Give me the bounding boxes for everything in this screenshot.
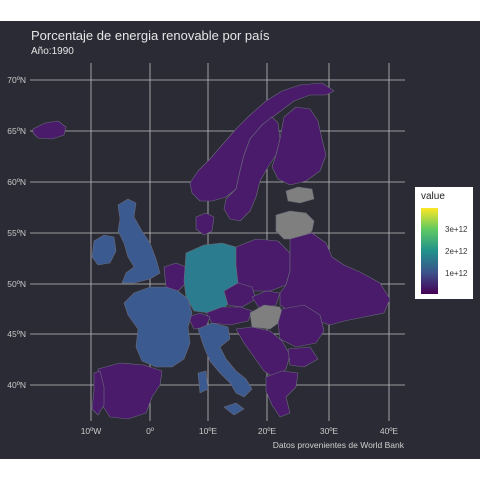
legend-label: 3e+12: [445, 225, 468, 234]
country-switzerland: [187, 312, 211, 330]
lon-label: 20ºE: [257, 426, 277, 436]
country-east: [279, 232, 391, 326]
country-france: [123, 286, 193, 368]
legend-tick: [438, 252, 442, 253]
country-finland: [271, 106, 327, 186]
country-balkans: [235, 326, 291, 380]
country-bulgaria: [287, 346, 319, 368]
country-italy-sicily: [223, 402, 245, 416]
country-spain: [97, 362, 163, 420]
lon-label: 0º: [146, 426, 154, 436]
country-slovakia: [251, 290, 281, 310]
country-benelux: [163, 262, 187, 292]
legend-label: 2e+12: [445, 247, 468, 256]
country-united-kingdom: [117, 198, 161, 284]
lat-label: 55ºN: [7, 228, 26, 238]
country-italy: [197, 322, 253, 398]
lat-label: 65ºN: [7, 126, 26, 136]
map-canvas: [30, 63, 405, 421]
country-romania: [277, 304, 325, 348]
legend-tick: [438, 274, 442, 275]
country-ireland: [91, 234, 117, 266]
data-source-caption: Datos provenientes de World Bank: [272, 440, 404, 450]
country-estonia: [285, 186, 315, 204]
country-austria: [205, 306, 253, 326]
country-poland: [235, 238, 291, 292]
chart-subtitle: Año:1990: [31, 46, 74, 57]
chart-title: Porcentaje de energia renovable por país: [31, 28, 270, 43]
country-denmark: [195, 212, 215, 236]
lat-label: 70ºN: [7, 75, 26, 85]
country-iceland: [32, 120, 67, 140]
lat-label: 45ºN: [7, 329, 26, 339]
lat-label: 40ºN: [7, 380, 26, 390]
lat-label: 60ºN: [7, 177, 26, 187]
lon-label: 30ºE: [319, 426, 339, 436]
legend-label: 1e+12: [445, 269, 468, 278]
country-portugal: [91, 370, 105, 416]
legend-color-bar: [421, 208, 438, 294]
country-norway: [189, 82, 335, 202]
legend-title: value: [421, 191, 445, 202]
lat-label: 50ºN: [7, 279, 26, 289]
lon-label: 40ºE: [379, 426, 399, 436]
country-greece: [265, 370, 299, 418]
country-italy-sardinia: [197, 370, 209, 394]
lon-label: 10ºW: [80, 426, 102, 436]
country-baltics: [275, 210, 315, 240]
legend-tick: [438, 230, 442, 231]
map-panel: Porcentaje de energia renovable por país…: [0, 21, 480, 459]
color-legend: value 3e+12 2e+12 1e+12: [415, 187, 473, 299]
lon-label: 10ºE: [198, 426, 218, 436]
